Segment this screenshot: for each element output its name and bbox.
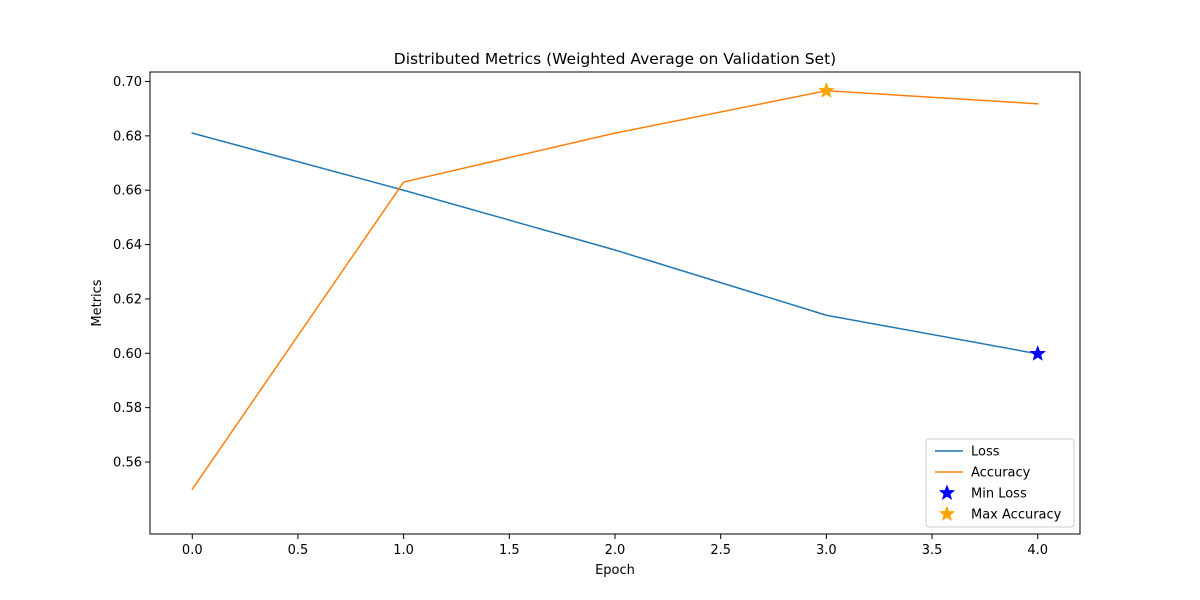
marker-min-loss xyxy=(1029,345,1046,361)
legend-label-min-loss: Min Loss xyxy=(971,487,1027,502)
x-tick-label: 0.5 xyxy=(288,543,309,558)
y-tick-label: 0.64 xyxy=(113,238,142,253)
x-axis-label: Epoch xyxy=(595,563,635,578)
axes: 0.0 0.5 1.0 1.5 2.0 2.5 3.0 3.5 4.0 0.56 0.58 0.60 0… xyxy=(113,71,1081,558)
y-tick-label: 0.68 xyxy=(113,129,142,144)
chart-title: Distributed Metrics (Weighted Average on… xyxy=(394,50,836,68)
y-tick-label: 0.60 xyxy=(113,347,142,362)
x-tick-label: 0.0 xyxy=(182,543,203,558)
x-tick-label: 1.0 xyxy=(393,543,414,558)
y-tick-label: 0.62 xyxy=(113,292,142,307)
x-tick-label: 3.0 xyxy=(816,543,837,558)
x-tick-label: 4.0 xyxy=(1027,543,1048,558)
x-tick-label: 2.0 xyxy=(605,543,626,558)
x-tick-label: 2.5 xyxy=(710,543,731,558)
x-tick-label: 1.5 xyxy=(499,543,520,558)
legend-label-loss: Loss xyxy=(971,445,1000,460)
y-tick-label: 0.58 xyxy=(113,401,142,416)
legend-box xyxy=(925,438,1075,528)
legend-label-max-accuracy: Max Accuracy xyxy=(971,508,1062,523)
y-tick-label: 0.56 xyxy=(113,455,142,470)
marker-max-accuracy xyxy=(818,82,835,98)
legend-label-accuracy: Accuracy xyxy=(971,466,1031,481)
series-line-accuracy xyxy=(191,90,1039,491)
series-line-loss xyxy=(191,132,1039,355)
legend: Loss Accuracy Min Loss Max Accuracy xyxy=(925,438,1075,528)
legend-swatch-max-accuracy xyxy=(938,505,956,521)
legend-swatch-min-loss xyxy=(938,484,956,500)
y-axis-label: Metrics xyxy=(90,279,105,326)
y-tick-label: 0.70 xyxy=(113,75,142,90)
y-tick-label: 0.66 xyxy=(113,184,142,199)
x-tick-label: 3.5 xyxy=(922,543,943,558)
plot-area xyxy=(191,82,1046,491)
